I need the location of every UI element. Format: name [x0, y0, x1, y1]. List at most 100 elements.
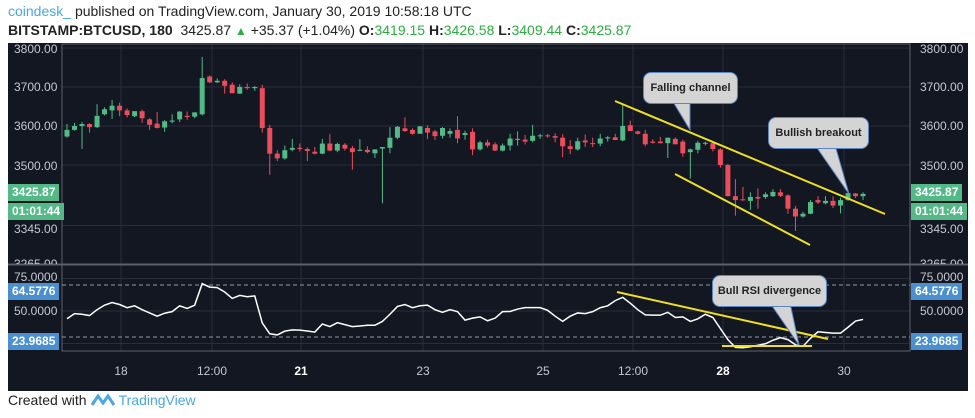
candle-body [334, 143, 340, 151]
candle-body [394, 126, 400, 138]
candle-body [838, 200, 844, 206]
plot-border [61, 43, 911, 352]
candle-body [642, 133, 648, 145]
candle-body [207, 76, 213, 83]
channel-upper-trendline[interactable] [614, 100, 886, 215]
candle [635, 130, 641, 135]
current-price-tag-right: 3425.87 [911, 184, 963, 201]
price-tick-left: 3600.00 [14, 119, 58, 133]
symbol-name: BITSTAMP:BTCUSD, 180 [8, 22, 173, 38]
price-tick-right: 3345.00 [920, 222, 964, 236]
rsi-lower-tag-left: 23.9685 [8, 333, 60, 350]
candle [567, 140, 573, 155]
candle-body [815, 200, 821, 203]
candle-body [635, 131, 641, 134]
candle-body [567, 146, 573, 150]
candle [259, 84, 265, 133]
candle-body [147, 119, 153, 125]
candle-body [109, 105, 115, 111]
publisher-name[interactable]: coindesk_ [8, 3, 72, 19]
candle-body [319, 143, 325, 154]
candle [830, 196, 836, 208]
candle-body [800, 213, 806, 217]
candle-body [184, 115, 190, 118]
falling-channel-callout[interactable]: Falling channel [643, 72, 738, 104]
price-tick-left: 3800.00 [14, 42, 58, 56]
candle [199, 56, 205, 116]
candle-body [357, 149, 363, 151]
candle-body [605, 137, 611, 139]
candle-body [725, 165, 731, 197]
rsi-tick-left: 50.0000 [14, 304, 58, 318]
bullish-breakout-callout[interactable]: Bullish breakout [768, 117, 869, 149]
candle-body [409, 129, 415, 134]
rsi-lower-tag-right: 23.9685 [911, 333, 963, 350]
candle [732, 179, 738, 216]
candle-body [530, 135, 536, 141]
candle-body [620, 126, 626, 141]
candle [252, 86, 258, 91]
candle-body [87, 124, 93, 128]
low-label: L: [498, 22, 512, 38]
candle-body [732, 196, 738, 201]
candle [327, 134, 333, 152]
candle [470, 128, 476, 156]
candle [372, 149, 378, 158]
candle [64, 124, 70, 138]
candle-body [665, 137, 671, 144]
time-tick: 25 [536, 364, 550, 378]
candle [755, 188, 761, 209]
candle-body [214, 80, 220, 83]
price-tick-right: 3265.00 [920, 257, 964, 264]
rsi-divergence-callout[interactable]: Bull RSI divergence [712, 275, 827, 307]
candle [342, 143, 348, 151]
candle-body [545, 135, 551, 137]
candle-body [687, 149, 693, 153]
open-value: 3419.15 [374, 22, 426, 38]
price-tick-right: 3600.00 [920, 119, 964, 133]
candle-body [455, 129, 461, 139]
symbol-legend: BITSTAMP:BTCUSD, 180 3425.87 ▲ +35.37 (+… [8, 22, 631, 38]
channel-lower-trendline[interactable] [674, 173, 811, 246]
candle-body [440, 127, 445, 136]
candle [289, 138, 295, 152]
price-tick-left: 3265.00 [14, 257, 58, 264]
candle-body [755, 196, 761, 199]
candle [545, 133, 551, 138]
candle-body [470, 131, 476, 150]
close-label: C: [565, 22, 581, 38]
close-value: 3425.87 [580, 22, 632, 38]
candle [597, 133, 603, 147]
chart-area[interactable] [8, 43, 968, 391]
candle-body [680, 141, 686, 154]
candle [192, 112, 198, 119]
candle [455, 116, 461, 144]
candle [627, 120, 633, 132]
candle-body [342, 144, 348, 149]
candle-body [575, 141, 581, 150]
candle-body [860, 193, 866, 197]
tradingview-link[interactable]: TradingView [118, 392, 196, 408]
candle-body [845, 193, 851, 201]
candle-body [462, 133, 468, 135]
candle-body [289, 147, 295, 150]
candle [124, 108, 130, 118]
candle [177, 111, 183, 123]
bar-countdown-right: 01:01:44 [911, 203, 968, 220]
candle [117, 102, 123, 117]
candle [402, 117, 408, 132]
candle [229, 82, 235, 94]
time-tick: 28 [716, 364, 730, 378]
candle [792, 205, 798, 231]
footer: Created with TradingView [8, 392, 196, 408]
rsi-line [66, 282, 864, 349]
candle [777, 189, 783, 197]
candle-body [717, 149, 723, 165]
candle [515, 131, 521, 146]
candle-body [672, 138, 678, 145]
candle [747, 192, 753, 210]
candle [184, 111, 190, 120]
candle [507, 133, 513, 151]
candle-body [72, 126, 78, 130]
